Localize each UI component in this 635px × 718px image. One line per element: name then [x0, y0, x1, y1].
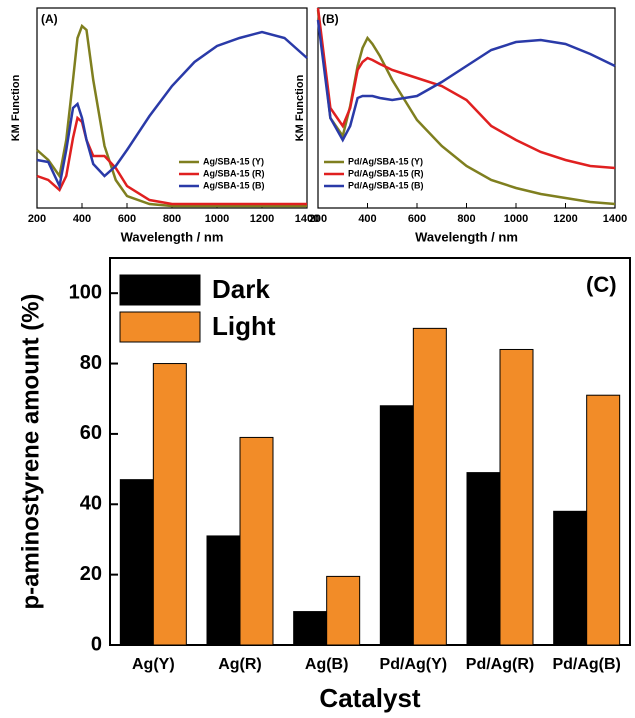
x-tick-label: 1400	[295, 213, 319, 225]
legend-label: Ag/SBA-15 (Y)	[203, 156, 264, 166]
x-axis-label: Catalyst	[319, 683, 420, 713]
y-tick-label: 40	[80, 493, 102, 515]
bar	[152, 363, 187, 646]
x-tick-label: 800	[163, 213, 181, 225]
series-line	[36, 30, 308, 191]
legend-label: Pd/Ag/SBA-15 (B)	[348, 180, 424, 190]
x-tick-label: 1400	[603, 213, 627, 225]
x-tick-label: 600	[118, 213, 136, 225]
y-tick-label: 100	[69, 281, 102, 303]
bar	[586, 394, 621, 646]
y-tick-label: 20	[80, 563, 102, 585]
bar	[379, 405, 414, 646]
x-axis-label: Wavelength / nm	[415, 229, 518, 244]
x-axis-label: Wavelength / nm	[121, 229, 224, 244]
series-line	[36, 23, 307, 208]
y-axis-label: p-aminostyrene amount (%)	[17, 293, 44, 609]
series-line	[316, 19, 616, 143]
x-tick-label: Ag(B)	[305, 656, 349, 673]
legend-label: Ag/SBA-15 (B)	[203, 180, 265, 190]
bar	[239, 436, 274, 646]
series-line	[36, 115, 307, 206]
plot-frame	[109, 257, 631, 646]
series-line	[316, 7, 616, 170]
x-tick-label: 600	[408, 213, 426, 225]
legend-swatch	[119, 311, 201, 343]
legend-label: Ag/SBA-15 (R)	[203, 168, 265, 178]
legend-label: Pd/Ag/SBA-15 (Y)	[348, 156, 423, 166]
panel-label: (B)	[322, 12, 339, 26]
x-tick-label: Ag(Y)	[132, 656, 175, 673]
x-tick-label: Pd/Ag(Y)	[380, 656, 448, 673]
x-tick-label: 1000	[205, 213, 229, 225]
y-tick-label: 60	[80, 422, 102, 444]
bar	[466, 472, 501, 646]
x-tick-label: Ag(R)	[218, 656, 262, 673]
bar	[553, 510, 588, 646]
panel-label: (C)	[586, 272, 617, 297]
y-axis-label: KM Function	[294, 74, 306, 141]
x-tick-label: 200	[309, 213, 327, 225]
bar	[119, 479, 154, 646]
x-tick-label: Pd/Ag(R)	[466, 656, 534, 673]
x-tick-label: 1200	[553, 213, 577, 225]
x-tick-label: 400	[73, 213, 91, 225]
x-tick-label: 1000	[504, 213, 528, 225]
panel-label: (A)	[41, 12, 58, 26]
y-axis-label: KM Function	[10, 74, 22, 141]
y-tick-label: 0	[91, 633, 102, 655]
x-tick-label: 400	[358, 213, 376, 225]
x-tick-label: 1200	[250, 213, 274, 225]
bar	[499, 348, 534, 646]
x-tick-label: 200	[28, 213, 46, 225]
legend-label: Dark	[212, 274, 270, 304]
legend-label: Light	[212, 311, 276, 341]
y-tick-label: 80	[80, 352, 102, 374]
bar	[412, 327, 447, 646]
legend-swatch	[119, 274, 201, 306]
bar	[206, 535, 241, 646]
bar	[326, 575, 361, 646]
x-tick-label: 800	[457, 213, 475, 225]
bar	[293, 611, 328, 646]
legend-label: Pd/Ag/SBA-15 (R)	[348, 168, 424, 178]
x-tick-label: Pd/Ag(B)	[552, 656, 620, 673]
